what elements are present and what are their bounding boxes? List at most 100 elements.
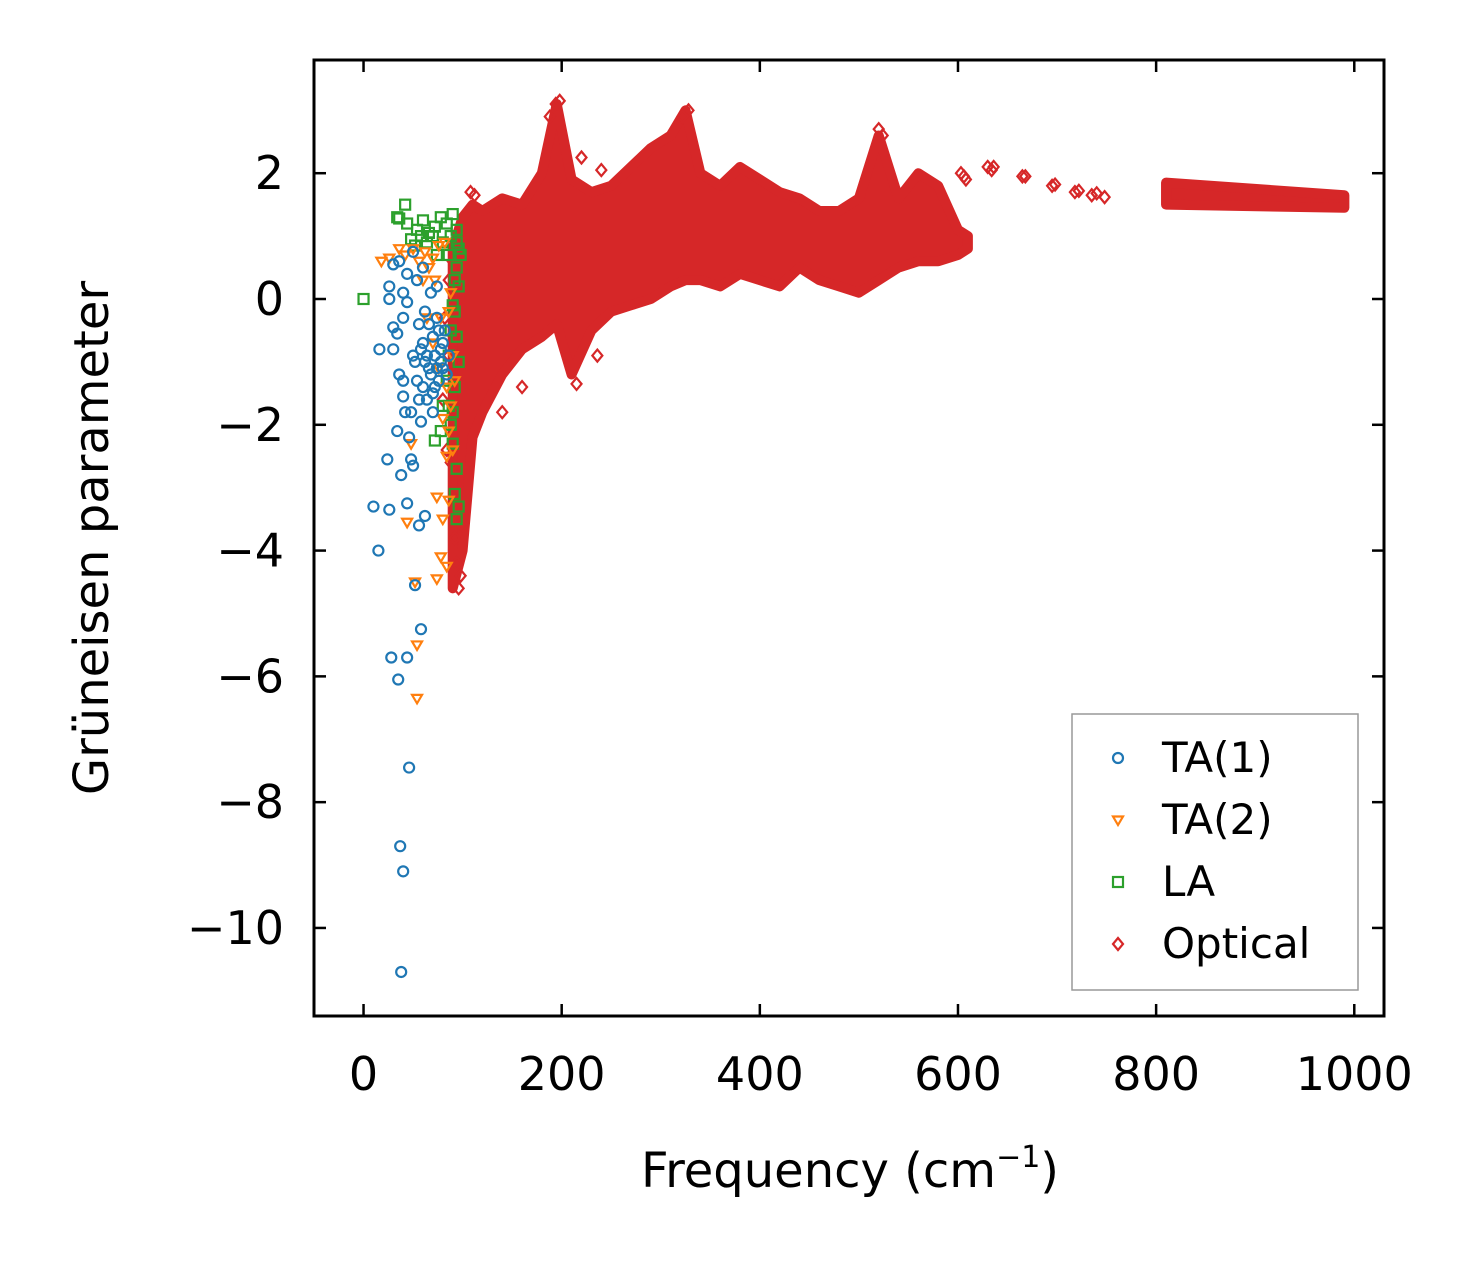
ta-2-point xyxy=(404,439,419,451)
legend-marker-la xyxy=(1111,875,1125,889)
data-layer xyxy=(357,93,1350,979)
ta-2-point xyxy=(418,247,432,259)
x-tick-label: 200 xyxy=(518,1047,606,1101)
ta-1-point xyxy=(418,509,432,523)
ta-2-point xyxy=(433,552,448,565)
ta-1-point xyxy=(392,673,405,686)
optical-point xyxy=(575,149,588,166)
ta-1-point xyxy=(395,965,408,979)
optical-point xyxy=(1072,183,1086,199)
ta-2-point xyxy=(435,413,450,426)
ta-1-point xyxy=(401,651,414,664)
optical-point xyxy=(450,555,464,571)
ta-1-point xyxy=(394,840,407,853)
ta-2-point xyxy=(447,376,462,388)
ta-2-point xyxy=(435,514,450,527)
optical-point xyxy=(594,162,608,178)
x-tick-label: 400 xyxy=(716,1047,804,1101)
ta-2-point xyxy=(443,288,458,300)
ta-1-point xyxy=(438,324,451,337)
ta-1-point xyxy=(434,343,447,356)
ta-1-point xyxy=(414,415,428,428)
ta-1-point xyxy=(416,336,430,350)
legend-item-ta-2: TA(2) xyxy=(1111,795,1273,844)
y-tick-label: 2 xyxy=(255,146,284,200)
legend-item-optical: Optical xyxy=(1111,919,1310,968)
optical-point xyxy=(549,96,563,112)
la-point xyxy=(448,274,461,287)
la-point xyxy=(448,305,461,318)
ta-1-point xyxy=(436,336,449,350)
la-point xyxy=(446,207,459,221)
la-point xyxy=(399,198,412,211)
legend: TA(1) TA(2) LA Optical xyxy=(1071,713,1359,991)
la-point xyxy=(450,261,463,274)
ta-1-point xyxy=(404,406,418,419)
la-point xyxy=(454,248,467,262)
ta-1-point xyxy=(430,280,443,293)
optical-point xyxy=(1085,187,1099,203)
optical-point xyxy=(1048,176,1062,193)
ta-1-point xyxy=(436,362,449,375)
ta-2-point xyxy=(374,256,389,269)
la-point xyxy=(452,500,465,513)
la-point xyxy=(450,513,463,526)
axis-ticks: 0 200 400 600 800 1000 2 0 −2 −4 −6 −8 −10 xyxy=(187,60,1413,1101)
y-tick-label: −2 xyxy=(216,398,284,452)
optical-point xyxy=(1098,189,1112,205)
optical-point xyxy=(1090,185,1104,202)
optical-point xyxy=(1045,178,1059,194)
optical-point xyxy=(590,347,604,364)
optical-point xyxy=(448,530,462,546)
ta-1-point xyxy=(397,865,410,878)
ta-1-point xyxy=(387,258,400,271)
ta-1-point xyxy=(387,321,400,334)
la-point xyxy=(416,214,430,227)
optical-point xyxy=(468,187,481,203)
la-point xyxy=(444,418,457,431)
ta-1-point xyxy=(401,497,414,510)
ta-1-point xyxy=(399,406,412,419)
ta-1-point xyxy=(408,355,422,368)
x-axis-label-superscript: −1 xyxy=(996,1140,1040,1175)
ta-1-point xyxy=(403,761,416,774)
series-ta-2 xyxy=(374,237,462,706)
optical-point xyxy=(515,379,529,395)
legend-label-optical: Optical xyxy=(1162,919,1310,968)
ta-1-point xyxy=(408,579,422,592)
series-optical xyxy=(436,93,1350,597)
ta-1-point xyxy=(397,390,410,403)
x-axis-label: Frequency (cm−1) xyxy=(641,1140,1059,1199)
ta-2-point xyxy=(445,445,460,458)
ta-1-point xyxy=(403,431,416,444)
la-point xyxy=(450,462,463,475)
ta-1-point xyxy=(404,453,418,466)
x-tick-label: 0 xyxy=(349,1047,378,1101)
legend-marker-ta-1 xyxy=(1111,751,1125,765)
la-point xyxy=(452,355,465,368)
ta-2-point xyxy=(441,495,456,508)
optical-point xyxy=(987,159,1001,175)
la-point xyxy=(450,236,463,249)
ta-2-point xyxy=(429,574,444,587)
ta-2-point xyxy=(437,237,452,250)
series-ta-1 xyxy=(367,245,455,979)
ta-2-point xyxy=(425,338,440,351)
ta-1-point xyxy=(391,424,404,438)
optical-point xyxy=(959,171,973,188)
y-tick-label: −4 xyxy=(216,524,284,578)
ta-1-point xyxy=(418,305,432,318)
optical-point xyxy=(495,404,509,420)
optical-point xyxy=(876,127,890,144)
ta-1-point xyxy=(406,349,420,362)
ta-2-point xyxy=(398,250,413,263)
ta-2-point xyxy=(441,426,456,439)
optical-point xyxy=(452,580,466,597)
ta-1-point xyxy=(412,393,426,406)
ta-1-point xyxy=(442,349,455,362)
optical-point xyxy=(570,376,583,392)
y-tick-label: 0 xyxy=(255,272,284,326)
ta-2-point xyxy=(425,253,440,266)
plot-frame xyxy=(312,58,1386,1018)
y-tick-label: −6 xyxy=(216,649,284,703)
